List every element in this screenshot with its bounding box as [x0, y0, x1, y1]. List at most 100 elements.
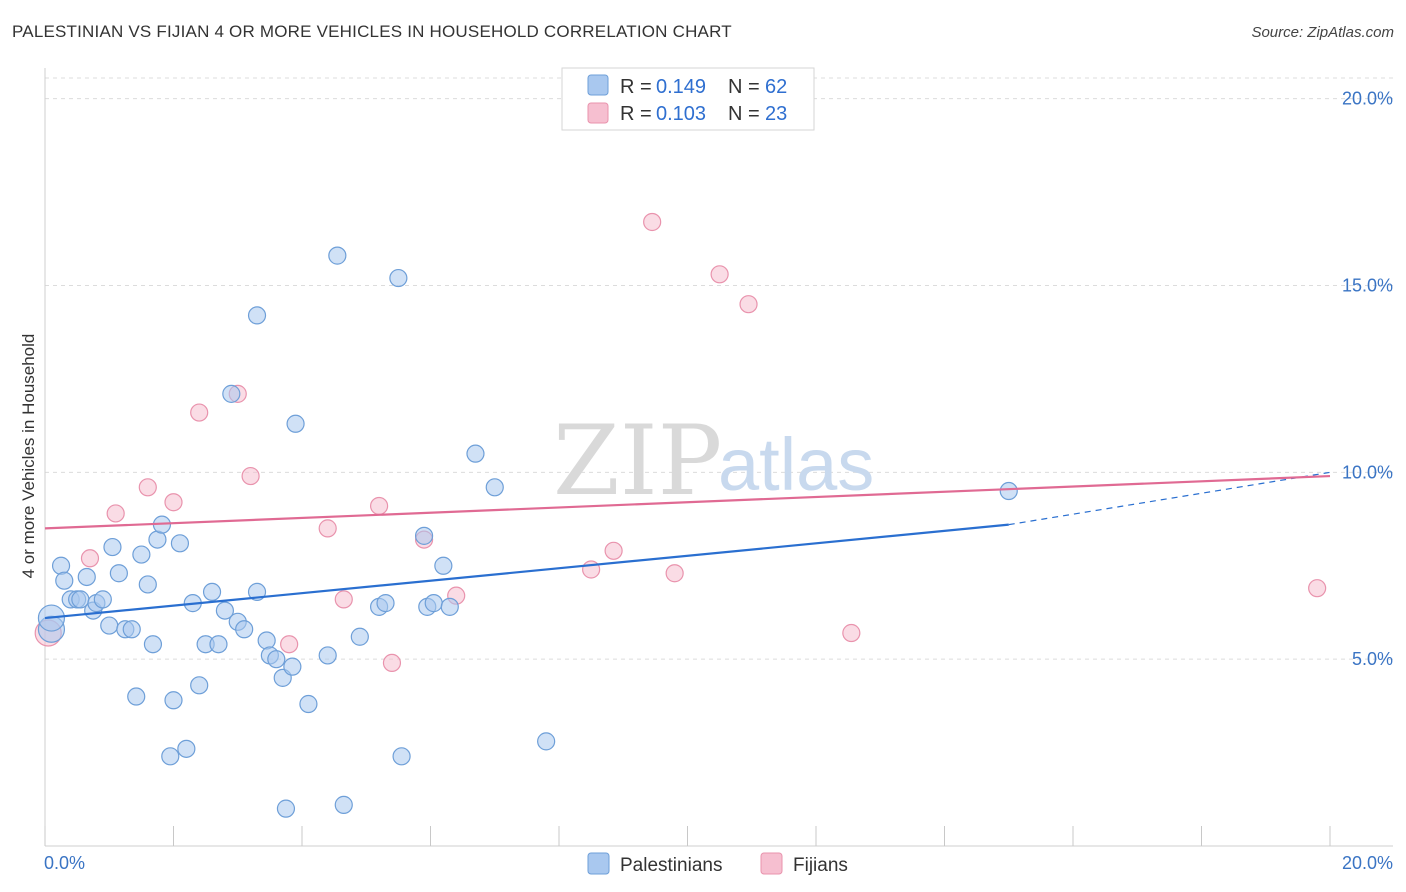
palestinians-point-17: [132, 545, 151, 564]
legend-r-value-palestinians: 0.149: [656, 76, 706, 98]
fijians-point-5: [190, 403, 209, 422]
fijians-point-21: [842, 623, 861, 643]
palestinians-point-43: [286, 414, 305, 433]
palestinians-point-36: [247, 306, 267, 325]
palestinians-points: [37, 246, 1018, 818]
bottom-legend-fijians: Fijians: [793, 855, 848, 876]
palestinians-point-12: [103, 537, 122, 557]
fijians-trend-line: [44, 474, 1331, 530]
palestinians-point-52: [392, 747, 411, 766]
y-tick-label-10: 10.0%: [1342, 462, 1393, 482]
palestinians-point-55: [424, 594, 443, 613]
palestinians-point-37: [257, 631, 276, 650]
legend-r-label-palestinians: R =: [620, 76, 652, 98]
palestinians-point-61: [999, 481, 1018, 501]
legend-box: R = 0.149 N = 62 R = 0.103 N = 23: [561, 67, 815, 131]
fijians-point-7: [241, 466, 260, 486]
palestinians-point-20: [148, 530, 167, 549]
palestinians-point-56: [434, 556, 453, 575]
palestinians-point-24: [170, 534, 190, 553]
palestinians-point-30: [209, 635, 228, 654]
bottom-legend-swatch-fijians: [760, 852, 783, 875]
bottom-legend-swatch-palestinians: [587, 852, 610, 875]
y-tick-label-5: 5.0%: [1352, 649, 1393, 669]
palestinians-point-53: [414, 526, 434, 545]
fijians-point-16: [604, 541, 623, 560]
palestinians-point-13: [109, 564, 128, 583]
palestinians-point-23: [164, 691, 183, 710]
trend-lines: [44, 471, 1331, 620]
legend-swatch-palestinians: [587, 74, 609, 96]
palestinians-point-42: [283, 657, 302, 676]
watermark-zip: ZIP: [553, 405, 722, 517]
fijians-point-17: [643, 212, 662, 232]
legend-r-label-fijians: R =: [620, 103, 652, 125]
source-label: Source: ZipAtlas.com: [1251, 24, 1394, 41]
fijians-point-2: [106, 504, 125, 523]
palestinians-point-47: [334, 795, 353, 814]
palestinians-point-41: [276, 799, 296, 818]
legend-n-label-fijians: N =: [728, 103, 760, 125]
y-axis-label: 4 or more Vehicles in Household: [19, 334, 38, 579]
fijians-point-18: [665, 564, 684, 583]
palestinians-point-29: [202, 582, 222, 602]
y-tick-label-15: 15.0%: [1342, 276, 1393, 296]
x-tick-label-max: 20.0%: [1342, 853, 1393, 873]
bottom-legend-palestinians: Palestinians: [620, 855, 722, 876]
fijians-point-8: [280, 635, 299, 654]
palestinians-point-45: [318, 646, 337, 665]
palestinians-point-22: [161, 747, 180, 766]
grid-lines: [45, 77, 1393, 660]
palestinians-point-44: [299, 694, 318, 714]
palestinians-point-48: [350, 627, 369, 646]
palestinians-point-34: [235, 620, 254, 639]
fijians-point-4: [164, 493, 183, 512]
palestinians-point-46: [328, 246, 347, 265]
palestinians-point-27: [190, 676, 209, 695]
palestinians-point-32: [222, 384, 241, 403]
palestinians-point-16: [127, 687, 146, 706]
fijians-point-10: [334, 590, 353, 609]
palestinians-point-31: [215, 601, 234, 620]
x-axis-ticks: [44, 826, 1331, 846]
chart-title: PALESTINIAN VS FIJIAN 4 OR MORE VEHICLES…: [12, 22, 732, 41]
palestinians-point-15: [122, 620, 141, 639]
palestinians-point-7: [77, 567, 96, 587]
y-axis-tick-labels: 5.0% 10.0% 15.0% 20.0%: [1342, 89, 1393, 669]
palestinians-point-18: [138, 575, 157, 594]
palestinians-point-10: [93, 590, 112, 609]
fijians-point-3: [138, 478, 157, 497]
palestinians-trend-extension: [1008, 471, 1331, 526]
fijians-point-11: [370, 496, 389, 516]
bottom-legend: Palestinians Fijians: [587, 852, 848, 876]
fijians-point-20: [739, 295, 758, 314]
palestinians-point-3: [55, 571, 74, 590]
palestinians-point-60: [537, 732, 556, 751]
legend-n-value-palestinians: 62: [765, 76, 787, 98]
y-tick-label-20: 20.0%: [1342, 89, 1393, 109]
fijians-point-22: [1308, 579, 1327, 598]
palestinians-trend-line: [44, 523, 1009, 620]
fijians-point-12: [382, 653, 402, 673]
legend-swatch-fijians: [587, 102, 609, 124]
palestinians-point-19: [143, 635, 163, 654]
legend-r-value-fijians: 0.103: [656, 103, 706, 125]
watermark-atlas: atlas: [718, 423, 874, 506]
legend-n-label-palestinians: N =: [728, 76, 760, 98]
fijians-point-1: [80, 549, 100, 568]
palestinians-point-58: [466, 444, 485, 463]
legend-n-value-fijians: 23: [765, 103, 787, 125]
x-tick-label-min: 0.0%: [44, 853, 85, 873]
watermark: ZIP atlas: [553, 405, 874, 517]
palestinians-point-39: [267, 650, 286, 669]
palestinians-point-25: [177, 739, 196, 758]
palestinians-point-59: [485, 478, 504, 497]
fijians-point-19: [710, 265, 729, 284]
axes: [44, 68, 1393, 847]
fijians-point-9: [318, 519, 337, 538]
palestinians-point-2: [51, 556, 71, 575]
palestinians-point-57: [440, 597, 459, 616]
palestinians-point-51: [389, 268, 408, 288]
palestinians-point-50: [376, 594, 395, 613]
